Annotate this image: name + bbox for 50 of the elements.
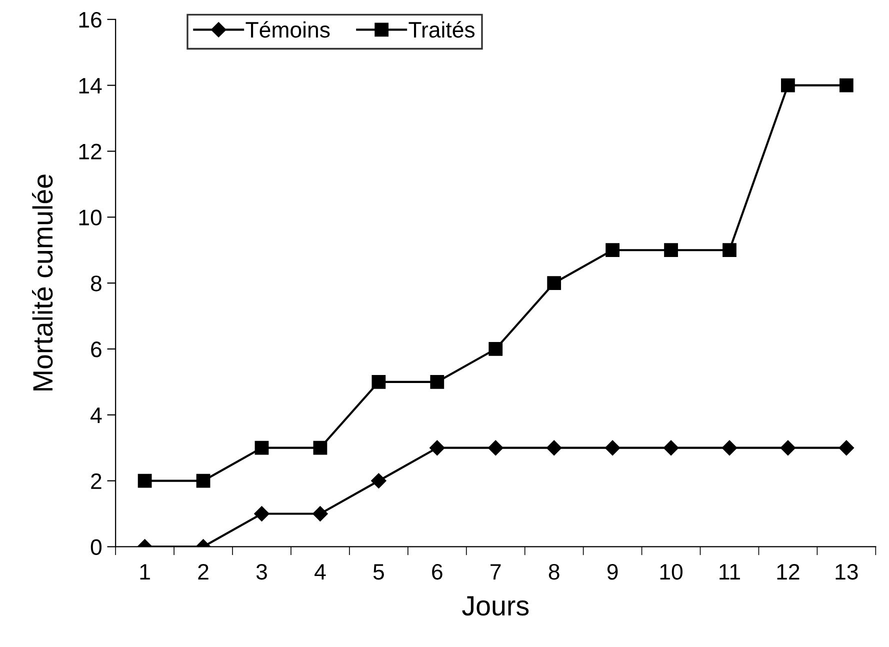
y-tick-label: 14 — [79, 78, 102, 94]
point — [430, 440, 445, 456]
point — [372, 374, 386, 389]
point — [839, 78, 854, 92]
point — [781, 78, 795, 92]
point — [254, 506, 270, 522]
point — [138, 474, 152, 488]
x-tick-label: 13 — [836, 564, 858, 580]
point — [604, 440, 620, 456]
x-tick-label: 5 — [373, 564, 384, 580]
y-tick-label: 2 — [91, 473, 102, 489]
point — [547, 276, 562, 290]
legend-label: Traités — [408, 21, 475, 38]
point — [488, 342, 503, 356]
point — [371, 473, 386, 488]
point — [488, 440, 504, 456]
point — [664, 243, 678, 258]
point — [313, 440, 328, 455]
x-tick-label: 11 — [720, 564, 740, 580]
x-tick-label: 9 — [607, 564, 618, 580]
point — [722, 440, 738, 456]
x-tick-label: 12 — [777, 564, 800, 580]
x-tick-label: 3 — [256, 564, 267, 580]
point — [196, 474, 210, 488]
x-tick-label: 1 — [140, 564, 150, 580]
y-tick-label: 16 — [79, 12, 102, 28]
y-tick-label: 4 — [90, 408, 102, 423]
point — [722, 243, 736, 258]
point — [606, 243, 620, 258]
point — [838, 440, 854, 456]
y-tick-label: 8 — [90, 276, 102, 292]
x-tick-label: 6 — [432, 564, 442, 580]
point — [546, 440, 562, 456]
x-axis-title: Jours — [462, 596, 529, 616]
point — [780, 440, 796, 456]
point — [254, 440, 269, 455]
x-tick-label: 10 — [660, 564, 683, 580]
y-axis-title: Mortalité cumulée — [32, 174, 53, 390]
point — [430, 374, 444, 389]
x-tick-label: 2 — [198, 564, 208, 580]
legend-label: Témoins — [246, 21, 330, 38]
y-tick-label: 10 — [79, 210, 102, 226]
y-tick-label: 12 — [79, 144, 102, 160]
point — [312, 506, 328, 522]
x-tick-label: 8 — [548, 564, 560, 580]
y-tick-label: 6 — [91, 342, 102, 358]
x-tick-label: 7 — [490, 564, 501, 580]
y-tick-label: 0 — [90, 539, 102, 555]
x-tick-label: 4 — [314, 564, 326, 580]
point — [663, 440, 679, 456]
